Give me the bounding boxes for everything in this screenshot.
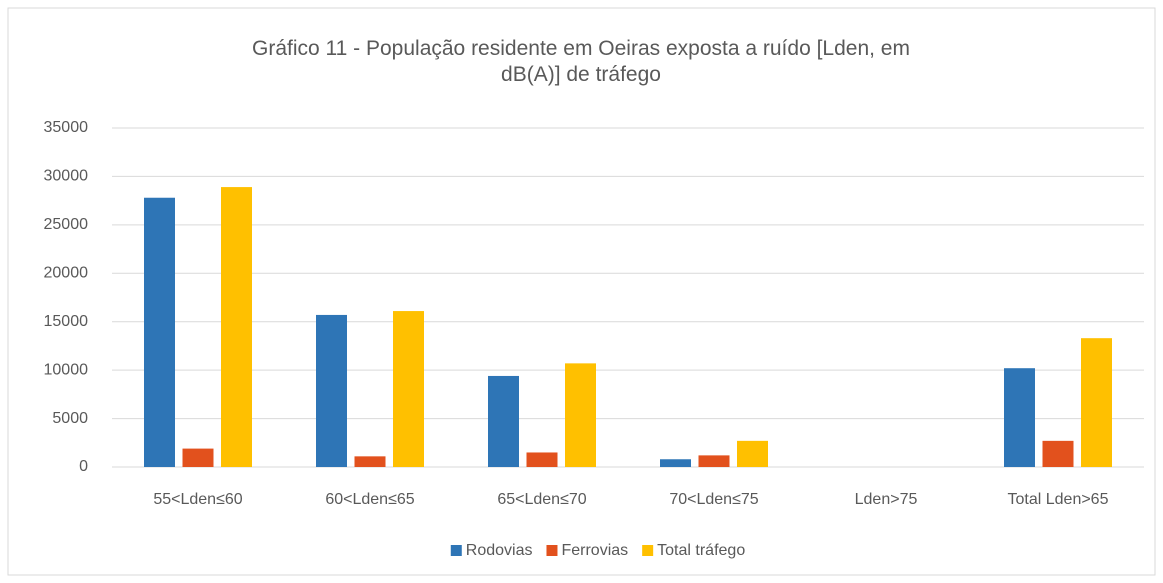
legend-swatch — [450, 545, 462, 556]
x-tick-label: Lden>75 — [855, 491, 918, 508]
x-tick-label: 70<Lden≤75 — [669, 491, 758, 508]
y-tick-label: 5000 — [52, 410, 88, 427]
y-tick-label: 0 — [79, 458, 88, 475]
bar — [316, 314, 347, 467]
y-tick-label: 25000 — [44, 216, 89, 233]
bar — [144, 197, 175, 468]
legend-label: Ferrovias — [561, 542, 628, 559]
legend-swatch — [642, 545, 654, 556]
chart-title: Gráfico 11 - População residente em Oeir… — [252, 37, 910, 86]
bar — [393, 311, 424, 467]
x-tick-label: Total Lden>65 — [1008, 491, 1109, 508]
x-tick-label: 55<Lden≤60 — [153, 491, 242, 508]
legend-swatch — [546, 545, 558, 556]
x-tick-label: 60<Lden≤65 — [325, 491, 414, 508]
y-tick-label: 35000 — [44, 119, 89, 136]
y-tick-label: 30000 — [44, 168, 89, 185]
bar — [1004, 368, 1035, 467]
bar — [1081, 338, 1112, 467]
bar — [182, 448, 214, 467]
y-tick-label: 10000 — [44, 361, 89, 378]
legend-label: Rodovias — [466, 542, 533, 559]
bar — [660, 459, 691, 467]
bar — [737, 440, 768, 467]
bar — [221, 187, 252, 467]
bar — [565, 363, 596, 467]
bar — [526, 452, 558, 467]
y-tick-label: 20000 — [44, 265, 89, 282]
x-tick-label: 65<Lden≤70 — [497, 491, 586, 508]
y-tick-label: 15000 — [44, 313, 89, 330]
bar — [488, 375, 519, 467]
bar — [698, 455, 730, 467]
legend-label: Total tráfego — [657, 542, 745, 559]
bar — [354, 456, 386, 467]
bar — [1042, 440, 1074, 467]
chart-border — [7, 7, 1156, 576]
